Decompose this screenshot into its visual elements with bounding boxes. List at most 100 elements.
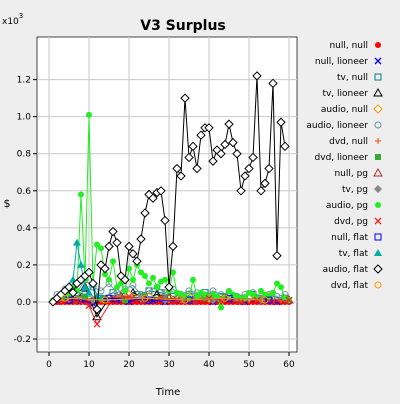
data-point: [220, 139, 230, 150]
data-point: [188, 141, 198, 152]
legend-label: audio, flat: [323, 265, 369, 275]
y-multiplier-label: x103: [2, 12, 23, 27]
legend-label: dvd, lioneer: [315, 153, 369, 163]
data-point: [150, 274, 156, 281]
x-tick-label: 30: [163, 360, 175, 370]
data-point: [176, 171, 186, 181]
legend-marker: [374, 249, 382, 256]
data-point: [73, 238, 81, 246]
series-15: [61, 294, 269, 304]
legend-marker: [373, 104, 383, 114]
data-point: [285, 296, 293, 304]
data-point: [92, 304, 102, 315]
data-point: [109, 289, 117, 297]
data-point: [226, 287, 232, 294]
data-point: [192, 163, 202, 174]
data-point: [274, 280, 280, 287]
legend-label: tv, lioneer: [322, 89, 368, 99]
y-tick-label: 1.2: [17, 76, 31, 86]
data-point: [258, 287, 264, 294]
legend-label: dvd, pg: [334, 217, 368, 227]
data-point: [125, 292, 133, 300]
series-line: [64, 297, 266, 301]
data-point: [98, 245, 104, 252]
y-tick-label: 0.4: [17, 224, 32, 234]
data-point: [269, 298, 277, 306]
x-tick-label: 60: [283, 360, 295, 370]
data-point: [97, 287, 105, 295]
data-point: [256, 186, 266, 196]
legend-label: audio, lioneer: [306, 121, 368, 131]
data-point: [132, 256, 142, 266]
legend-marker: [374, 217, 382, 225]
data-point: [268, 78, 278, 89]
data-point: [202, 295, 208, 302]
data-point: [164, 282, 174, 292]
data-point: [185, 287, 193, 295]
data-point: [278, 284, 284, 291]
data-point: [156, 186, 166, 196]
data-point: [138, 269, 144, 276]
data-point: [100, 263, 110, 274]
data-point: [224, 119, 234, 129]
data-point: [101, 296, 109, 304]
legend: null, null null, lioneer tv, null tv, lione…: [306, 41, 383, 291]
y-tick-label: 0.2: [17, 261, 31, 271]
data-point: [145, 296, 153, 304]
data-point: [170, 269, 176, 276]
data-point: [265, 296, 273, 304]
data-point: [250, 291, 256, 298]
data-point: [128, 249, 138, 259]
data-point: [190, 276, 196, 283]
data-point: [218, 304, 224, 311]
data-point: [172, 163, 182, 174]
y-tick-label: 0.8: [17, 150, 32, 160]
legend-marker: [375, 138, 381, 144]
legend-marker: [375, 42, 381, 48]
data-point: [93, 320, 101, 328]
data-point: [82, 293, 88, 300]
legend-label: null, lioneer: [315, 57, 368, 67]
data-point: [88, 278, 98, 289]
data-point: [162, 276, 168, 283]
legend-marker: [374, 185, 382, 193]
y-multiplier-base: x10: [2, 17, 19, 27]
data-point: [102, 271, 108, 278]
data-point: [104, 241, 114, 252]
data-point: [64, 282, 74, 292]
data-point: [122, 287, 128, 294]
y-tick-label: 0.0: [17, 298, 32, 308]
x-tick-label: 20: [123, 360, 135, 370]
legend-label: null, null: [329, 41, 368, 51]
data-point: [180, 93, 190, 103]
legend-marker: [374, 73, 382, 81]
legend-marker: [374, 121, 382, 129]
data-point: [164, 293, 174, 302]
legend-label: audio, pg: [326, 201, 368, 211]
series-layer: [48, 71, 294, 328]
legend-marker: [373, 87, 383, 97]
data-point: [232, 149, 242, 159]
data-point: [221, 294, 229, 302]
data-point: [272, 250, 282, 261]
legend-marker: [374, 281, 382, 289]
legend-label: tv, null: [337, 73, 368, 83]
legend-label: dvd, null: [329, 137, 368, 147]
data-point: [181, 296, 189, 304]
legend-label: audio, null: [321, 105, 368, 115]
data-point: [110, 258, 116, 265]
data-point: [142, 273, 148, 280]
data-point: [126, 265, 132, 272]
x-tick-label: 10: [83, 360, 95, 370]
data-point: [84, 267, 94, 278]
data-point: [140, 208, 150, 218]
legend-marker: [374, 57, 382, 65]
data-point: [237, 298, 245, 306]
data-point: [141, 294, 149, 302]
data-point: [264, 163, 274, 174]
legend-label: tv, pg: [342, 185, 368, 195]
data-point: [248, 152, 258, 163]
y-axis-label: $: [4, 197, 11, 210]
data-point: [86, 111, 92, 118]
